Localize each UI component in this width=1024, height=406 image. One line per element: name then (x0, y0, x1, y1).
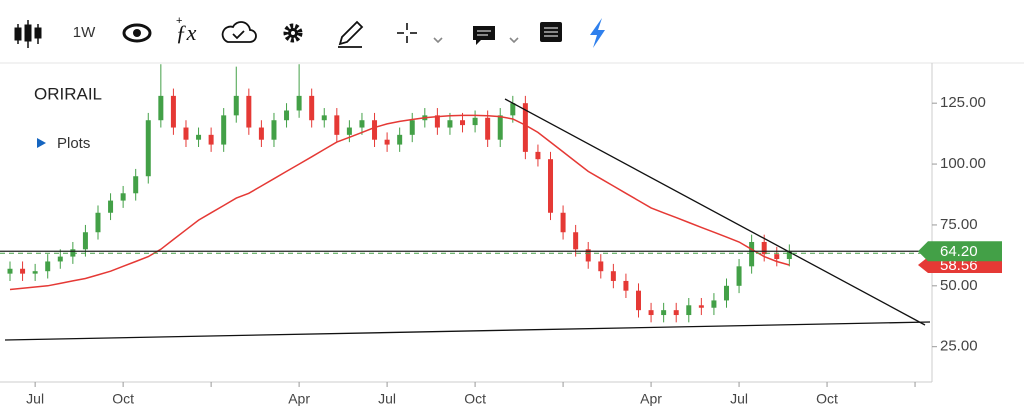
flash-button[interactable] (590, 18, 605, 48)
moving-average-line (9, 114, 790, 291)
cloud-button[interactable] (221, 21, 257, 43)
candle-body (522, 103, 528, 152)
trendline (504, 98, 926, 326)
candle-body (548, 159, 554, 213)
candle-body (346, 127, 352, 135)
candle-body (648, 310, 654, 316)
candle-body (183, 127, 189, 140)
y-tick-label: 25.00 (940, 338, 978, 355)
draw-button[interactable] (338, 20, 364, 48)
candle-body (284, 110, 290, 121)
candle-body (158, 95, 164, 121)
x-tick-label: Oct (816, 391, 838, 406)
candle-body (661, 310, 667, 316)
comment-button[interactable] (473, 26, 519, 45)
x-tick-label: Oct (464, 391, 486, 406)
candle-body (485, 117, 491, 140)
settings-button[interactable] (283, 23, 303, 43)
candle-body (296, 95, 302, 111)
candle-body (761, 241, 767, 255)
crosshair-button[interactable] (397, 23, 443, 44)
candle-body (372, 120, 378, 140)
candle-body (610, 271, 616, 281)
last-price-tag (918, 241, 1002, 262)
x-tick-label: Apr (640, 391, 662, 406)
candle-body (145, 120, 151, 177)
candle-body (384, 139, 390, 145)
list-button[interactable] (540, 22, 562, 42)
y-tick-label: 50.00 (940, 277, 978, 294)
candle-body (359, 120, 365, 128)
candle-body (271, 120, 277, 140)
candle-body (573, 232, 579, 250)
candle-body (409, 120, 415, 135)
candle-body (774, 254, 780, 260)
symbol-label: ORIRAIL (34, 84, 102, 103)
candle-body (497, 115, 503, 140)
candle-body (221, 115, 227, 145)
candle-body (723, 285, 729, 301)
candle-body (334, 115, 340, 135)
candle-body (447, 120, 453, 128)
chart-type-button[interactable] (14, 20, 42, 48)
interval-button[interactable]: 1W (73, 24, 96, 41)
last-price-label: 64.20 (940, 243, 978, 260)
candle-body (510, 103, 516, 116)
candle-body (246, 95, 252, 128)
plots-label[interactable]: Plots (57, 135, 90, 152)
candle-body (208, 134, 214, 145)
candle-body (673, 310, 679, 316)
candle-body (321, 115, 327, 121)
view-button[interactable] (122, 23, 152, 43)
indicator-button[interactable]: ƒx+ (176, 15, 197, 45)
candle-body (535, 151, 541, 160)
y-tick-label: 75.00 (940, 216, 978, 233)
x-tick-label: Jul (378, 391, 396, 406)
plots-toggle[interactable] (37, 138, 46, 148)
candle-body (57, 256, 63, 262)
candle-body (120, 193, 126, 201)
candle-body (434, 115, 440, 128)
candle-body (233, 95, 239, 116)
candle-body (736, 266, 742, 286)
candle-body (686, 305, 692, 316)
candle-body (258, 127, 264, 140)
x-tick-label: Apr (288, 391, 310, 406)
svg-text:+: + (176, 15, 182, 27)
candle-body (397, 134, 403, 145)
candle-body (108, 200, 114, 213)
toolbar: 1W ƒx+ (14, 15, 605, 48)
svg-text:ƒx: ƒx (176, 20, 197, 45)
candle-body (585, 249, 591, 262)
x-tick-label: Oct (112, 391, 134, 406)
candle-body (460, 120, 466, 126)
plot-area: 25.00 50.00 75.00 100.00 125.00 Jul Oct Apr Jul O… (7, 64, 986, 406)
candle-body (133, 176, 139, 194)
candle-body (20, 268, 26, 274)
candle-body (749, 241, 755, 267)
x-tick-label: Jul (730, 391, 748, 406)
candle-body (45, 261, 51, 272)
candle-body (472, 117, 478, 126)
candle-body (32, 271, 38, 274)
candle-body (309, 95, 315, 121)
x-tick-label: Jul (26, 391, 44, 406)
candle-body (636, 290, 641, 311)
candle-body (170, 95, 176, 128)
candle-body (95, 212, 101, 233)
candle-body (711, 300, 717, 308)
candle-body (82, 232, 88, 250)
y-tick-label: 100.00 (940, 155, 986, 172)
candle-body (786, 251, 792, 260)
trendline (4, 321, 931, 341)
candle-body (698, 305, 704, 308)
candle-body (196, 134, 202, 140)
y-tick-label: 125.00 (940, 94, 986, 111)
candle-body (623, 280, 629, 291)
candle-body (7, 268, 13, 274)
candle-body (598, 261, 604, 272)
candle-body (560, 212, 566, 233)
